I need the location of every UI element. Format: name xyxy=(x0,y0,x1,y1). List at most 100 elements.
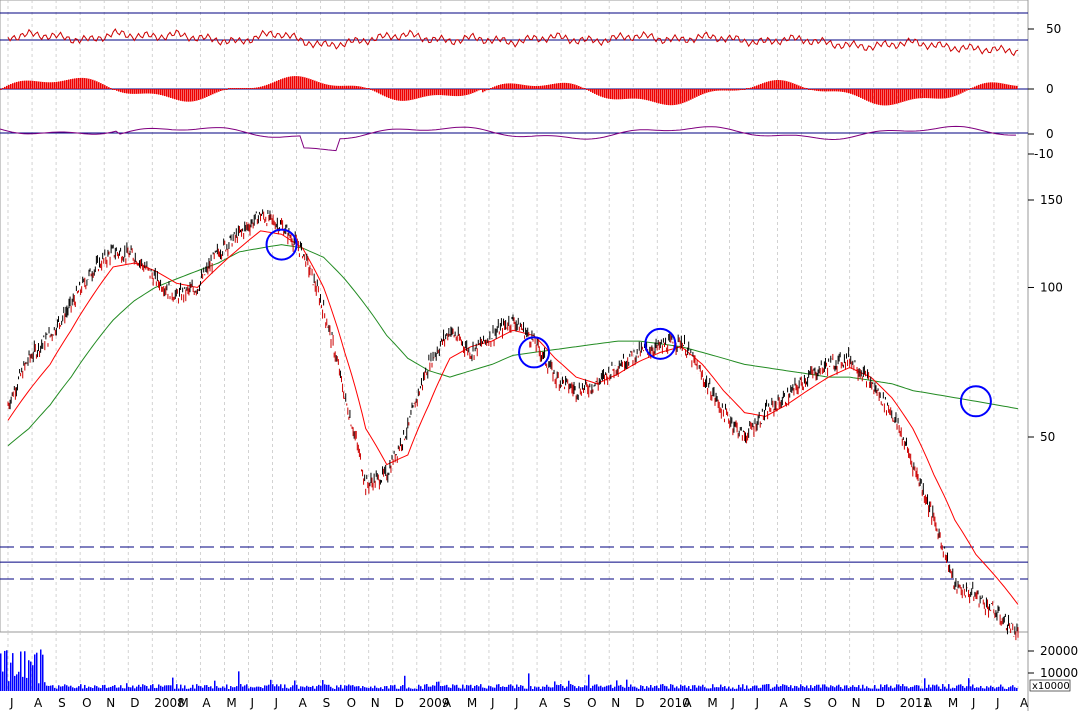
histogram-bar xyxy=(926,89,928,99)
histogram-bar xyxy=(380,89,382,95)
volume-bar xyxy=(638,688,640,691)
volume-bar xyxy=(404,675,406,691)
histogram-bar xyxy=(920,89,922,99)
histogram-bar xyxy=(168,89,170,98)
histogram-bar xyxy=(258,87,260,89)
histogram-bar xyxy=(568,83,570,89)
histogram-bar xyxy=(316,81,318,89)
volume-bars xyxy=(0,649,1018,691)
histogram-bar xyxy=(418,89,420,99)
histogram-bar xyxy=(984,83,986,89)
volume-bar xyxy=(554,681,556,691)
volume-bar xyxy=(254,687,256,691)
histogram-bar xyxy=(870,89,872,103)
volume-bar xyxy=(70,685,72,691)
histogram-bar xyxy=(898,89,900,104)
histogram-bar xyxy=(326,84,328,89)
volume-bar xyxy=(338,687,340,691)
histogram-bar xyxy=(140,89,142,94)
volume-bar xyxy=(922,688,924,691)
histogram-bar xyxy=(578,85,580,89)
histogram-bar xyxy=(960,89,962,94)
volume-bar xyxy=(854,686,856,691)
volume-bar xyxy=(722,687,724,691)
volume-bar xyxy=(696,687,698,691)
histogram-bar xyxy=(246,88,248,89)
volume-bar xyxy=(294,680,296,691)
histogram-bar xyxy=(112,89,114,90)
volume-bar xyxy=(724,686,726,691)
histogram-bar xyxy=(980,84,982,89)
histogram-bar xyxy=(780,80,782,89)
histogram-bar xyxy=(688,89,690,101)
histogram-bar xyxy=(1000,83,1002,89)
volume-bar xyxy=(866,686,868,691)
volume-bar xyxy=(894,687,896,691)
histogram-bar xyxy=(828,89,830,92)
volume-bar xyxy=(76,687,78,691)
histogram-bar xyxy=(710,89,712,92)
histogram-bar xyxy=(432,89,434,96)
histogram-bar xyxy=(120,89,122,93)
volume-bar xyxy=(716,687,718,691)
volume-bar xyxy=(588,674,590,691)
volume-bar xyxy=(384,686,386,691)
volume-bar xyxy=(862,684,864,691)
volume-bar xyxy=(916,685,918,691)
histogram-bar xyxy=(852,89,854,95)
histogram-bar xyxy=(88,78,90,89)
histogram-bar xyxy=(220,89,222,92)
volume-bar xyxy=(538,686,540,691)
histogram-bar xyxy=(52,82,54,89)
volume-bar xyxy=(650,684,652,691)
histogram-bar xyxy=(668,89,670,106)
histogram-bar xyxy=(236,88,238,89)
volume-bar xyxy=(244,685,246,691)
histogram-bar xyxy=(504,83,506,89)
volume-bar xyxy=(856,687,858,691)
histogram-bar xyxy=(302,76,304,89)
volume-bar xyxy=(800,684,802,691)
histogram-bar xyxy=(108,87,110,89)
histogram-bar xyxy=(506,83,508,89)
volume-bar xyxy=(548,686,550,691)
histogram-bar xyxy=(598,89,600,96)
volume-bar xyxy=(378,688,380,691)
volume-bar xyxy=(134,688,136,691)
histogram-bar xyxy=(494,86,496,89)
histogram-bar xyxy=(154,89,156,94)
x-tick-label: S xyxy=(804,696,812,710)
histogram-bar xyxy=(1014,85,1016,89)
histogram-bar xyxy=(338,85,340,89)
histogram-bar xyxy=(206,89,208,97)
histogram-bar xyxy=(888,89,890,106)
histogram-bar xyxy=(742,89,744,90)
histogram-bar xyxy=(986,82,988,89)
volume-bar xyxy=(444,685,446,691)
histogram-bar xyxy=(262,86,264,89)
histogram-bar xyxy=(396,89,398,101)
histogram-bar xyxy=(56,81,58,89)
volume-bar xyxy=(838,684,840,691)
histogram-bar xyxy=(792,83,794,89)
volume-bar xyxy=(278,686,280,691)
histogram-bar xyxy=(918,89,920,99)
volume-bar xyxy=(962,685,964,691)
histogram-bar xyxy=(148,89,150,94)
volume-bar xyxy=(976,687,978,691)
histogram-bar xyxy=(922,89,924,99)
volume-bar xyxy=(908,688,910,691)
histogram-bar xyxy=(680,89,682,104)
volume-bar xyxy=(202,687,204,691)
volume-bar xyxy=(748,688,750,691)
histogram-bar xyxy=(38,81,40,89)
histogram-bar xyxy=(562,82,564,89)
volume-unit-box xyxy=(1029,679,1071,692)
histogram-bar xyxy=(900,89,902,103)
histogram-bar xyxy=(116,89,118,91)
histogram-bar xyxy=(392,89,394,100)
volume-bar xyxy=(574,686,576,691)
histogram-bar xyxy=(738,89,740,91)
volume-bar xyxy=(86,688,88,691)
